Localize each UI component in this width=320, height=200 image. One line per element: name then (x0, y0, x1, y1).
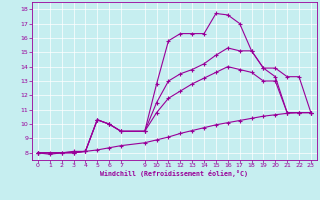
X-axis label: Windchill (Refroidissement éolien,°C): Windchill (Refroidissement éolien,°C) (100, 170, 248, 177)
